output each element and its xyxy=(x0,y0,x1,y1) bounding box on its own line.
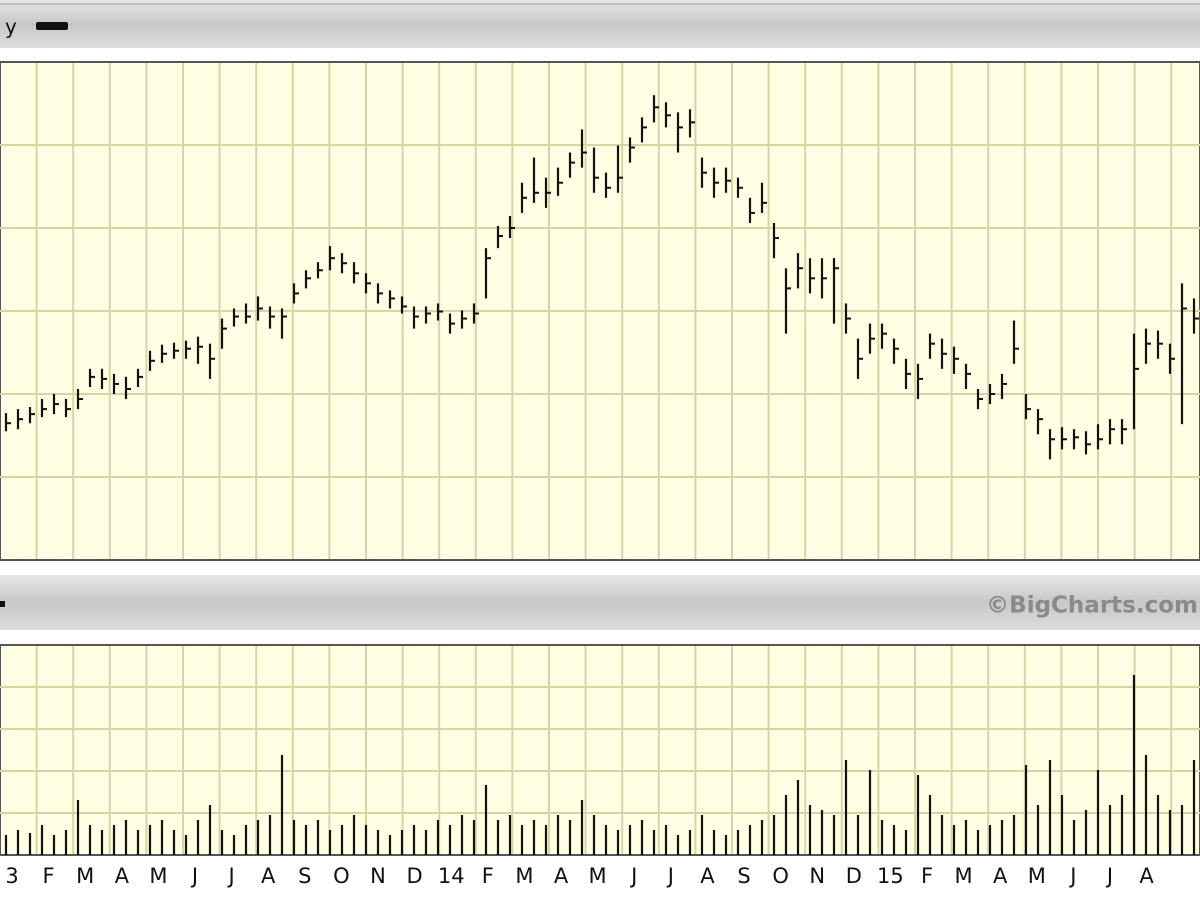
watermark: ©BigCharts.com xyxy=(986,593,1198,619)
x-tick-label: D xyxy=(846,864,862,888)
marks: 3 F M A M J J A S O N D 14 F M A M J J A S O N D 15 F M A M J J A xyxy=(0,63,1200,888)
volume-panel xyxy=(0,644,1200,856)
x-tick-label: J xyxy=(629,864,637,888)
x-tick-label: N xyxy=(370,864,386,888)
x-tick-label: A xyxy=(554,864,569,888)
x-tick-label: J xyxy=(1105,864,1113,888)
x-tick-label: M xyxy=(149,864,167,888)
header-band xyxy=(0,0,1200,48)
x-tick-label: A xyxy=(700,864,715,888)
x-tick-label: 14 xyxy=(438,864,465,888)
x-tick-label: S xyxy=(737,864,750,888)
x-tick-label: O xyxy=(333,864,350,888)
x-tick-label: F xyxy=(921,864,933,888)
volume-band xyxy=(0,575,1200,630)
x-tick-label: F xyxy=(43,864,55,888)
x-tick-label: M xyxy=(589,864,607,888)
x-tick-label: F xyxy=(482,864,494,888)
x-tick-label: M xyxy=(515,864,533,888)
x-tick-label: D xyxy=(407,864,423,888)
x-tick-label: M xyxy=(1028,864,1046,888)
x-tick-label: 3 xyxy=(5,864,18,888)
x-tick-label: 15 xyxy=(877,864,904,888)
legend-swatch xyxy=(36,22,68,30)
x-tick-label: A xyxy=(993,864,1008,888)
x-tick-label: J xyxy=(1068,864,1076,888)
x-tick-label: M xyxy=(76,864,94,888)
x-tick-label: A xyxy=(1139,864,1154,888)
x-tick-label: O xyxy=(772,864,789,888)
x-tick-label: J xyxy=(666,864,674,888)
x-tick-label: A xyxy=(115,864,130,888)
x-tick-label: S xyxy=(298,864,311,888)
x-tick-label: J xyxy=(190,864,198,888)
x-tick-label: A xyxy=(261,864,276,888)
legend-label: y xyxy=(5,15,17,39)
x-tick-label: J xyxy=(226,864,234,888)
x-tick-label: M xyxy=(955,864,973,888)
volume-swatch xyxy=(0,601,5,607)
x-tick-label: N xyxy=(809,864,825,888)
